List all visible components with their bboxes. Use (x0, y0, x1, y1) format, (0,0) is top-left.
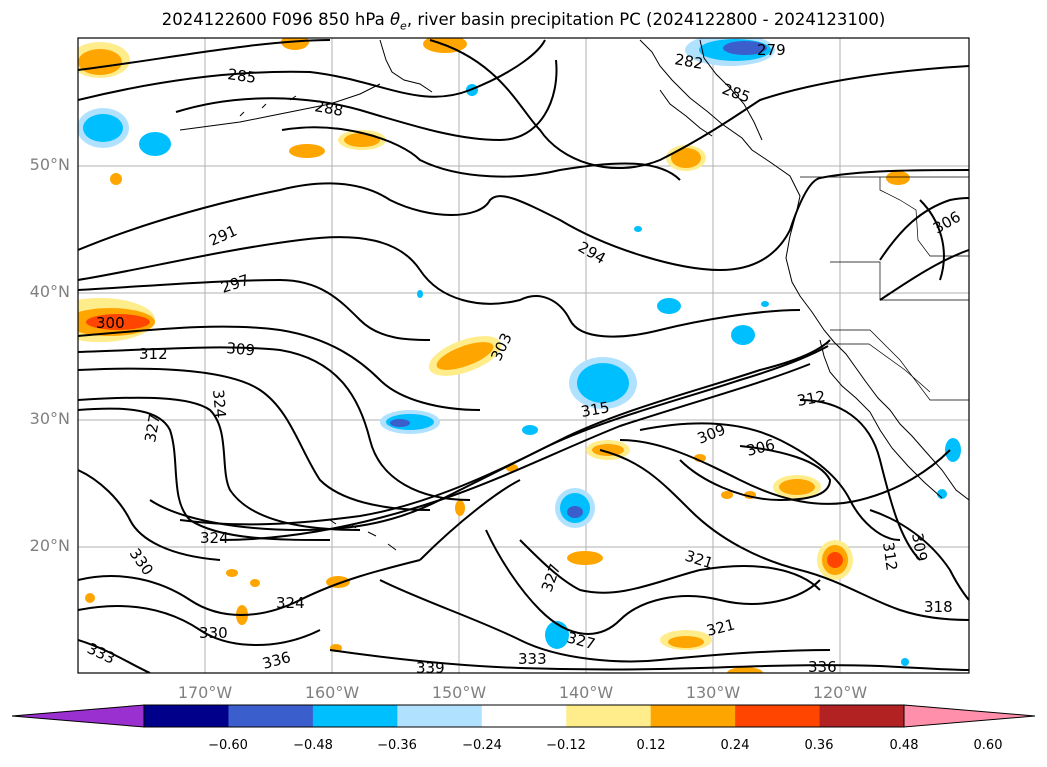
contour-label: 312 (796, 387, 827, 410)
colorbar-cell (735, 705, 821, 727)
colorbar-tick: −0.12 (546, 738, 586, 753)
colorbar-tick: 0.24 (720, 738, 750, 753)
colorbar-tick: −0.48 (293, 738, 333, 753)
colorbar-tick: −0.60 (208, 738, 248, 753)
contour-label: 339 (416, 659, 445, 677)
colorbar-cell (650, 705, 736, 727)
colorbar-tick: 0.36 (804, 738, 834, 753)
contour-label: 324 (209, 389, 229, 419)
colorbar-tick: −0.24 (462, 738, 502, 753)
contour-label: 309 (908, 532, 931, 563)
contour-label: 312 (139, 345, 168, 363)
precip-patches (78, 38, 961, 673)
contour-label: 330 (199, 624, 228, 642)
colorbar-cell (312, 705, 398, 727)
lon-label-130w: 130°W (685, 683, 741, 702)
lon-label-160w: 160°W (304, 683, 360, 702)
figure-title: 2024122600 F096 850 hPa θe, river basin … (161, 10, 886, 33)
colorbar (11, 704, 1036, 728)
contour-label: 336 (808, 658, 837, 676)
colorbar-cells (144, 705, 905, 727)
colorbar-cell (397, 705, 483, 727)
lat-label-50n: 50°N (29, 155, 70, 174)
lat-label-30n: 30°N (29, 409, 70, 428)
contour-label: 300 (96, 314, 125, 332)
contour-label: 324 (200, 529, 229, 547)
colorbar-extend-high (903, 704, 1036, 728)
contour-label: 324 (276, 594, 305, 612)
coastlines (179, 39, 969, 551)
lat-label-20n: 20°N (29, 536, 70, 555)
contour-label: 318 (924, 598, 953, 616)
colorbar-cell (228, 705, 314, 727)
colorbar-tick: 0.48 (889, 738, 919, 753)
contour-label: 312 (879, 541, 901, 572)
colorbar-frame (143, 704, 905, 728)
colorbar-extend-low (11, 704, 145, 728)
colorbar-cell (819, 705, 905, 727)
colorbar-tick: −0.36 (377, 738, 417, 753)
contour-labels: 279 282 285 288 285 291 294 297 300 303 … (84, 41, 963, 677)
map-content: 279 282 285 288 285 291 294 297 300 303 … (78, 38, 969, 677)
contour-label: 279 (757, 41, 786, 59)
colorbar-tick: 0.60 (973, 738, 1003, 753)
contour-label: 315 (580, 398, 611, 421)
contour-label: 288 (313, 97, 344, 120)
contour-label: 282 (673, 50, 704, 73)
contour-label: 333 (518, 650, 547, 668)
colorbar-tick: 0.12 (636, 738, 666, 753)
colorbar-cell (566, 705, 652, 727)
lat-label-40n: 40°N (29, 282, 70, 301)
colorbar-cell (144, 705, 229, 727)
map-frame (77, 37, 970, 674)
lon-label-170w: 170°W (177, 683, 233, 702)
colorbar-cell (481, 705, 567, 727)
contour-label: 327 (141, 412, 164, 443)
lon-label-140w: 140°W (558, 683, 614, 702)
lon-label-120w: 120°W (812, 683, 868, 702)
lon-label-150w: 150°W (431, 683, 487, 702)
theta-e-contours (78, 39, 969, 673)
contour-label: 309 (226, 339, 256, 359)
contour-label: 285 (226, 65, 257, 87)
